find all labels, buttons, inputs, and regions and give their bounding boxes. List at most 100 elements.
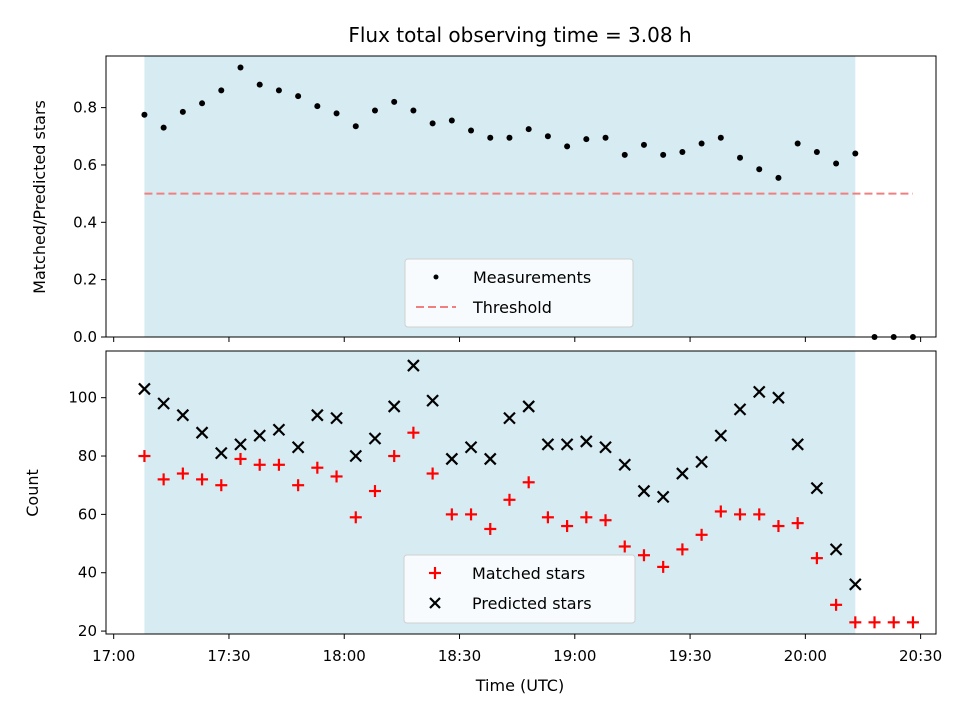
measurement-point bbox=[256, 81, 263, 88]
matched-star-point bbox=[292, 479, 305, 492]
matched-star-point bbox=[906, 616, 919, 629]
measurement-point bbox=[564, 143, 571, 150]
predicted-stars-series bbox=[138, 359, 862, 591]
predicted-star-point bbox=[810, 481, 824, 495]
matched-star-point bbox=[272, 458, 285, 471]
measurement-point bbox=[852, 150, 859, 157]
bottom-plot-frame bbox=[105, 350, 937, 635]
matched-star-point bbox=[215, 479, 228, 492]
legend-matched-label: Matched stars bbox=[472, 564, 585, 583]
measurement-point bbox=[794, 140, 801, 147]
matched-star-point bbox=[484, 522, 497, 535]
matched-star-point bbox=[810, 552, 823, 565]
matched-star-point bbox=[368, 485, 381, 498]
predicted-star-point bbox=[387, 400, 401, 413]
bottom-y-ticks: 20 40 60 80 100 bbox=[68, 389, 106, 640]
matched-star-point bbox=[561, 520, 574, 533]
bottom-legend: Matched stars Predicted stars bbox=[403, 554, 636, 624]
bottom-x-tick-label: 20:00 bbox=[784, 647, 827, 665]
bottom-x-tick-label: 18:30 bbox=[438, 647, 481, 665]
matched-star-point bbox=[830, 598, 843, 611]
measurement-point bbox=[352, 123, 359, 130]
bottom-x-tick-label: 19:30 bbox=[668, 647, 711, 665]
bottom-x-tick-label: 17:00 bbox=[92, 647, 135, 665]
bottom-x-tick-label: 17:30 bbox=[207, 647, 250, 665]
matched-star-point bbox=[311, 461, 324, 474]
measurement-point bbox=[525, 126, 532, 133]
matched-star-point bbox=[138, 450, 151, 463]
bottom-legend-box bbox=[403, 554, 636, 624]
predicted-star-point bbox=[503, 411, 516, 425]
predicted-star-point bbox=[291, 441, 305, 454]
measurement-point bbox=[698, 140, 705, 147]
measurement-point bbox=[410, 107, 417, 114]
measurement-point bbox=[275, 87, 282, 94]
bottom-y-tick-label: 40 bbox=[78, 564, 97, 582]
predicted-star-point bbox=[272, 423, 286, 437]
measurement-point bbox=[717, 134, 724, 141]
predicted-star-point bbox=[157, 397, 170, 410]
matched-star-point bbox=[657, 560, 670, 573]
measurement-point bbox=[640, 141, 647, 148]
matched-star-point bbox=[849, 616, 862, 629]
matched-star-point bbox=[637, 549, 650, 562]
legend-measurements-label: Measurements bbox=[473, 268, 591, 287]
measurement-point bbox=[468, 127, 475, 134]
predicted-star-point bbox=[234, 438, 247, 451]
matched-star-point bbox=[349, 511, 362, 524]
top-y-axis-label: Matched/Predicted stars bbox=[30, 100, 49, 294]
measurement-point bbox=[602, 134, 609, 141]
matched-star-point bbox=[330, 470, 343, 483]
predicted-star-point bbox=[407, 359, 420, 372]
predicted-star-point bbox=[560, 438, 574, 451]
matched-star-point bbox=[791, 517, 804, 530]
chart-title: Flux total observing time = 3.08 h bbox=[348, 23, 691, 47]
matched-star-point bbox=[541, 511, 554, 524]
top-legend: Measurements Threshold bbox=[404, 258, 634, 328]
bottom-x-tick-label: 20:30 bbox=[899, 647, 942, 665]
top-panel: 0.00.20.40.60.8 Matched/Predicted stars … bbox=[30, 55, 937, 346]
predicted-star-point bbox=[311, 408, 324, 422]
predicted-star-point bbox=[829, 543, 843, 556]
top-y-ticks: 0.0 0.2 0.4 0.6 0.8 bbox=[73, 99, 106, 346]
top-y-tick-label: 0.8 bbox=[73, 99, 97, 117]
measurement-point bbox=[544, 133, 551, 140]
predicted-star-point bbox=[330, 411, 343, 425]
bottom-panel: 20 40 60 80 100 17:00 17:30 18:00 18:30 19:00 19:… bbox=[23, 350, 942, 695]
top-y-tick-label: 0.0 bbox=[73, 328, 97, 346]
predicted-star-point bbox=[426, 394, 439, 407]
measurements-series bbox=[141, 64, 916, 340]
measurement-point bbox=[199, 100, 206, 107]
measurement-point bbox=[391, 98, 398, 105]
predicted-star-point bbox=[772, 391, 785, 404]
predicted-star-point bbox=[176, 408, 190, 422]
predicted-star-point bbox=[733, 403, 747, 416]
measurement-point bbox=[141, 111, 148, 118]
predicted-star-point bbox=[580, 435, 593, 448]
bottom-y-tick-label: 60 bbox=[78, 505, 97, 523]
matched-star-point bbox=[887, 616, 900, 629]
predicted-star-point bbox=[849, 578, 862, 591]
bottom-y-axis-label: Count bbox=[23, 469, 42, 517]
legend-threshold-label: Threshold bbox=[472, 298, 552, 317]
matched-star-point bbox=[695, 528, 708, 541]
matched-star-point bbox=[772, 520, 785, 533]
matched-star-point bbox=[618, 540, 631, 553]
measurement-point bbox=[756, 166, 763, 173]
bottom-y-tick-label: 20 bbox=[78, 622, 97, 640]
matched-star-point bbox=[599, 514, 612, 527]
matched-star-point bbox=[234, 452, 247, 465]
top-plot-frame bbox=[105, 55, 937, 338]
measurement-point bbox=[179, 108, 186, 115]
predicted-star-point bbox=[714, 429, 728, 442]
bottom-x-tick-label: 18:00 bbox=[323, 647, 366, 665]
matched-star-point bbox=[445, 508, 458, 521]
measurement-point bbox=[506, 134, 513, 141]
legend-matched-marker bbox=[429, 567, 441, 579]
top-y-tick-label: 0.4 bbox=[73, 213, 97, 231]
measurement-point bbox=[218, 87, 225, 94]
predicted-star-point bbox=[138, 382, 151, 396]
top-y-tick-label: 0.2 bbox=[73, 271, 97, 289]
matched-stars-series bbox=[138, 426, 919, 629]
